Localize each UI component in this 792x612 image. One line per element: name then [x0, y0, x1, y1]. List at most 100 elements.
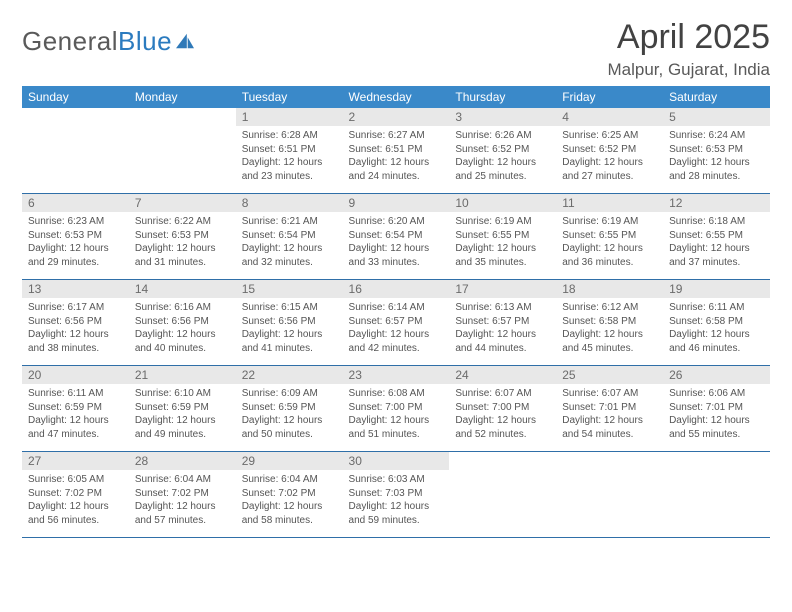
daylight-text: Daylight: 12 hours and 41 minutes.: [242, 328, 337, 355]
day-info-cell: Sunrise: 6:12 AMSunset: 6:58 PMDaylight:…: [556, 298, 663, 366]
daylight-text: Daylight: 12 hours and 56 minutes.: [28, 500, 123, 527]
sunrise-text: Sunrise: 6:11 AM: [669, 301, 764, 315]
day-info-cell: [22, 126, 129, 194]
sunset-text: Sunset: 6:59 PM: [242, 401, 337, 415]
weekday-header-row: Sunday Monday Tuesday Wednesday Thursday…: [22, 86, 770, 108]
day-info-cell: Sunrise: 6:18 AMSunset: 6:55 PMDaylight:…: [663, 212, 770, 280]
daylight-text: Daylight: 12 hours and 38 minutes.: [28, 328, 123, 355]
weekday-tuesday: Tuesday: [236, 86, 343, 108]
day-number-cell: [449, 452, 556, 471]
sunset-text: Sunset: 6:54 PM: [242, 229, 337, 243]
sunset-text: Sunset: 6:59 PM: [28, 401, 123, 415]
sunrise-text: Sunrise: 6:22 AM: [135, 215, 230, 229]
day-info-cell: Sunrise: 6:22 AMSunset: 6:53 PMDaylight:…: [129, 212, 236, 280]
sunrise-text: Sunrise: 6:21 AM: [242, 215, 337, 229]
sunrise-text: Sunrise: 6:25 AM: [562, 129, 657, 143]
day-number-cell: 6: [22, 194, 129, 213]
day-info-cell: Sunrise: 6:17 AMSunset: 6:56 PMDaylight:…: [22, 298, 129, 366]
day-info-cell: Sunrise: 6:06 AMSunset: 7:01 PMDaylight:…: [663, 384, 770, 452]
daylight-text: Daylight: 12 hours and 29 minutes.: [28, 242, 123, 269]
sunrise-text: Sunrise: 6:05 AM: [28, 473, 123, 487]
day-info-row: Sunrise: 6:11 AMSunset: 6:59 PMDaylight:…: [22, 384, 770, 452]
day-number-cell: 8: [236, 194, 343, 213]
day-number-cell: 30: [343, 452, 450, 471]
sunset-text: Sunset: 6:57 PM: [349, 315, 444, 329]
sunset-text: Sunset: 6:51 PM: [349, 143, 444, 157]
day-info-cell: Sunrise: 6:19 AMSunset: 6:55 PMDaylight:…: [556, 212, 663, 280]
sunset-text: Sunset: 6:55 PM: [669, 229, 764, 243]
day-number-cell: 25: [556, 366, 663, 385]
day-number-cell: 13: [22, 280, 129, 299]
daylight-text: Daylight: 12 hours and 42 minutes.: [349, 328, 444, 355]
page-header: GeneralBlue April 2025 Malpur, Gujarat, …: [22, 20, 770, 80]
sunset-text: Sunset: 6:58 PM: [669, 315, 764, 329]
sunrise-text: Sunrise: 6:19 AM: [562, 215, 657, 229]
day-info-cell: Sunrise: 6:07 AMSunset: 7:00 PMDaylight:…: [449, 384, 556, 452]
sunset-text: Sunset: 7:00 PM: [349, 401, 444, 415]
daylight-text: Daylight: 12 hours and 55 minutes.: [669, 414, 764, 441]
day-number-cell: 14: [129, 280, 236, 299]
brand-blue: Blue: [118, 26, 172, 56]
weekday-monday: Monday: [129, 86, 236, 108]
day-number-cell: 20: [22, 366, 129, 385]
day-info-cell: Sunrise: 6:15 AMSunset: 6:56 PMDaylight:…: [236, 298, 343, 366]
day-info-cell: Sunrise: 6:24 AMSunset: 6:53 PMDaylight:…: [663, 126, 770, 194]
day-info-cell: Sunrise: 6:10 AMSunset: 6:59 PMDaylight:…: [129, 384, 236, 452]
day-number-row: 13141516171819: [22, 280, 770, 299]
day-number-cell: 19: [663, 280, 770, 299]
sunset-text: Sunset: 6:57 PM: [455, 315, 550, 329]
day-number-cell: 2: [343, 108, 450, 126]
sunrise-text: Sunrise: 6:11 AM: [28, 387, 123, 401]
calendar-table: Sunday Monday Tuesday Wednesday Thursday…: [22, 86, 770, 538]
sunrise-text: Sunrise: 6:04 AM: [135, 473, 230, 487]
sunset-text: Sunset: 6:53 PM: [28, 229, 123, 243]
day-info-cell: Sunrise: 6:07 AMSunset: 7:01 PMDaylight:…: [556, 384, 663, 452]
day-number-cell: 22: [236, 366, 343, 385]
daylight-text: Daylight: 12 hours and 37 minutes.: [669, 242, 764, 269]
sunset-text: Sunset: 6:54 PM: [349, 229, 444, 243]
sunset-text: Sunset: 7:02 PM: [135, 487, 230, 501]
day-info-cell: Sunrise: 6:09 AMSunset: 6:59 PMDaylight:…: [236, 384, 343, 452]
brand-logo: GeneralBlue: [22, 26, 196, 57]
sunrise-text: Sunrise: 6:06 AM: [669, 387, 764, 401]
sunrise-text: Sunrise: 6:07 AM: [562, 387, 657, 401]
daylight-text: Daylight: 12 hours and 36 minutes.: [562, 242, 657, 269]
sunset-text: Sunset: 6:59 PM: [135, 401, 230, 415]
day-info-cell: Sunrise: 6:20 AMSunset: 6:54 PMDaylight:…: [343, 212, 450, 280]
weekday-wednesday: Wednesday: [343, 86, 450, 108]
day-info-cell: [449, 470, 556, 538]
sunrise-text: Sunrise: 6:16 AM: [135, 301, 230, 315]
day-number-cell: 26: [663, 366, 770, 385]
daylight-text: Daylight: 12 hours and 49 minutes.: [135, 414, 230, 441]
daylight-text: Daylight: 12 hours and 54 minutes.: [562, 414, 657, 441]
title-block: April 2025 Malpur, Gujarat, India: [607, 20, 770, 80]
day-number-cell: 27: [22, 452, 129, 471]
day-info-cell: Sunrise: 6:13 AMSunset: 6:57 PMDaylight:…: [449, 298, 556, 366]
day-number-row: 6789101112: [22, 194, 770, 213]
day-info-row: Sunrise: 6:05 AMSunset: 7:02 PMDaylight:…: [22, 470, 770, 538]
day-number-cell: 11: [556, 194, 663, 213]
day-number-cell: 23: [343, 366, 450, 385]
sunrise-text: Sunrise: 6:10 AM: [135, 387, 230, 401]
day-number-cell: 15: [236, 280, 343, 299]
day-number-cell: [22, 108, 129, 126]
day-number-cell: [129, 108, 236, 126]
daylight-text: Daylight: 12 hours and 31 minutes.: [135, 242, 230, 269]
day-number-cell: 12: [663, 194, 770, 213]
sunrise-text: Sunrise: 6:03 AM: [349, 473, 444, 487]
day-number-cell: [663, 452, 770, 471]
day-number-cell: [556, 452, 663, 471]
day-number-cell: 21: [129, 366, 236, 385]
sunrise-text: Sunrise: 6:04 AM: [242, 473, 337, 487]
day-info-cell: Sunrise: 6:25 AMSunset: 6:52 PMDaylight:…: [556, 126, 663, 194]
sunrise-text: Sunrise: 6:23 AM: [28, 215, 123, 229]
sunrise-text: Sunrise: 6:27 AM: [349, 129, 444, 143]
day-info-cell: Sunrise: 6:11 AMSunset: 6:58 PMDaylight:…: [663, 298, 770, 366]
sunset-text: Sunset: 6:51 PM: [242, 143, 337, 157]
day-info-cell: Sunrise: 6:11 AMSunset: 6:59 PMDaylight:…: [22, 384, 129, 452]
day-number-cell: 16: [343, 280, 450, 299]
daylight-text: Daylight: 12 hours and 45 minutes.: [562, 328, 657, 355]
daylight-text: Daylight: 12 hours and 57 minutes.: [135, 500, 230, 527]
calendar-page: GeneralBlue April 2025 Malpur, Gujarat, …: [0, 0, 792, 558]
daylight-text: Daylight: 12 hours and 28 minutes.: [669, 156, 764, 183]
